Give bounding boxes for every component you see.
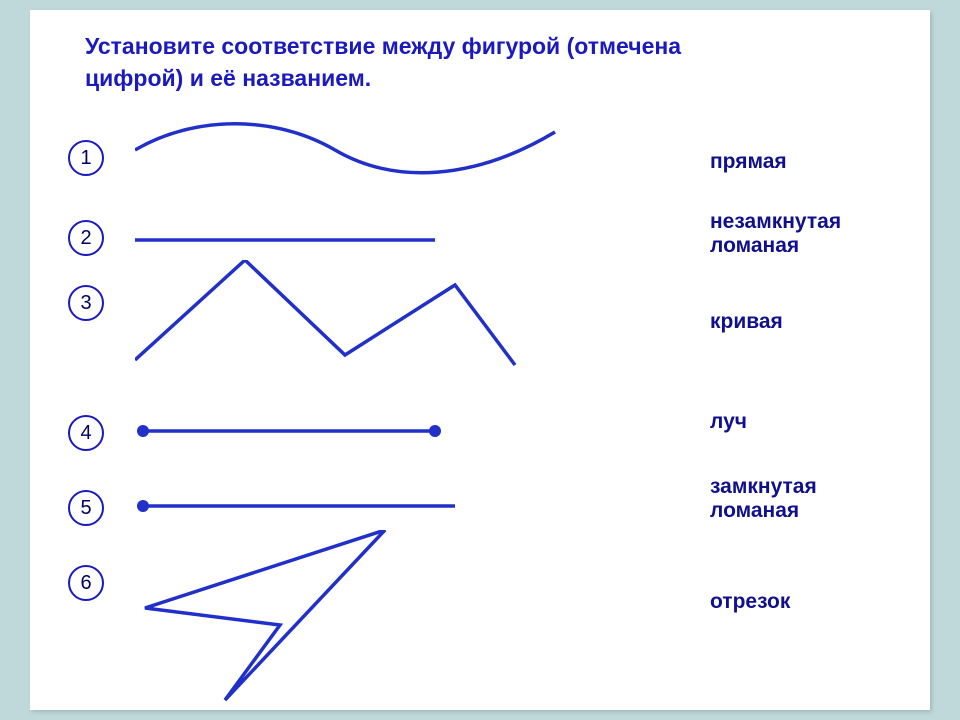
page-title: Установите соответствие между фигурой (о…: [85, 30, 785, 94]
item-number-6: 6: [68, 565, 104, 601]
figure-open-polyline: [135, 260, 575, 380]
answer-label-b: незамкнутая ломаная: [710, 210, 841, 258]
figure-straight-line: [135, 230, 575, 250]
item-number-2: 2: [68, 220, 104, 256]
item-number-4: 4: [68, 415, 104, 451]
answer-label-d: луч: [710, 410, 747, 434]
figure-ray: [135, 496, 575, 516]
item-number-3: 3: [68, 285, 104, 321]
worksheet-card: Установите соответствие между фигурой (о…: [30, 10, 930, 710]
answer-label-a: прямая: [710, 150, 787, 174]
figure-curve: [135, 120, 575, 190]
figure-segment: [135, 421, 575, 441]
answer-label-e: замкнутая ломаная: [710, 475, 817, 523]
answer-label-c: кривая: [710, 310, 783, 334]
item-number-1: 1: [68, 140, 104, 176]
figure-closed-polyline: [135, 530, 575, 720]
answer-label-f: отрезок: [710, 590, 790, 614]
item-number-5: 5: [68, 490, 104, 526]
